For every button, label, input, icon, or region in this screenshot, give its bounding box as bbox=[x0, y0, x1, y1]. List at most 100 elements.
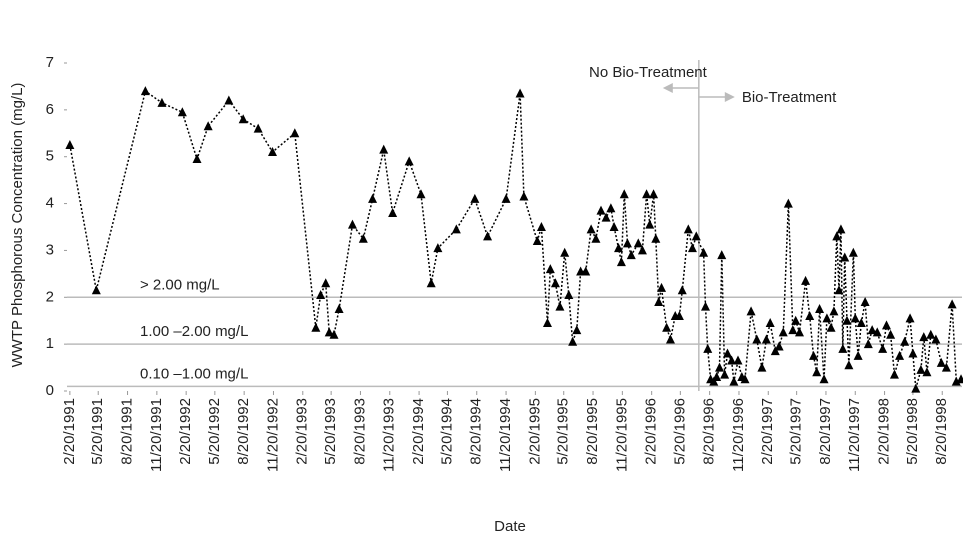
data-point bbox=[550, 278, 560, 288]
data-point bbox=[609, 222, 619, 231]
data-point bbox=[783, 198, 793, 208]
data-point bbox=[290, 128, 300, 138]
data-point bbox=[545, 264, 555, 274]
x-tick-label: 5/20/1991 bbox=[89, 398, 106, 465]
x-tick-label: 11/20/1993 bbox=[381, 398, 398, 472]
data-point bbox=[536, 222, 546, 231]
x-tick-label: 8/20/1991 bbox=[119, 398, 136, 465]
data-point bbox=[757, 362, 767, 372]
data-point bbox=[358, 233, 368, 243]
data-point bbox=[936, 357, 946, 367]
data-point bbox=[774, 341, 784, 351]
data-point bbox=[832, 231, 842, 241]
data-point bbox=[662, 322, 672, 332]
y-tick-label: 7 bbox=[46, 54, 54, 71]
data-point bbox=[829, 306, 839, 316]
data-point bbox=[770, 346, 780, 356]
data-point bbox=[717, 250, 727, 260]
data-point bbox=[572, 325, 582, 335]
data-point bbox=[665, 334, 675, 344]
data-point bbox=[850, 313, 860, 323]
x-tick-label: 2/20/1991 bbox=[61, 398, 78, 465]
y-tick-label: 3 bbox=[46, 241, 54, 258]
data-point bbox=[515, 88, 525, 98]
data-point bbox=[253, 123, 263, 133]
data-point bbox=[224, 95, 234, 105]
data-point bbox=[334, 304, 344, 313]
data-point bbox=[483, 231, 493, 241]
data-point bbox=[701, 301, 711, 311]
data-point bbox=[956, 374, 963, 384]
x-tick-label: 5/20/1992 bbox=[206, 398, 223, 465]
data-point bbox=[581, 266, 591, 276]
y-tick-label: 1 bbox=[46, 335, 54, 352]
x-tick-label: 5/20/1995 bbox=[555, 398, 572, 465]
data-point bbox=[791, 315, 801, 325]
data-point bbox=[388, 207, 398, 217]
y-tick-label: 2 bbox=[46, 288, 54, 305]
data-point bbox=[591, 233, 601, 243]
data-point bbox=[878, 343, 888, 353]
data-point bbox=[844, 360, 854, 370]
data-point bbox=[311, 322, 321, 332]
data-point bbox=[809, 350, 819, 360]
data-point bbox=[947, 299, 957, 309]
data-point bbox=[895, 350, 905, 360]
data-point bbox=[722, 348, 732, 358]
data-point bbox=[840, 252, 850, 262]
data-point bbox=[886, 329, 896, 339]
data-point bbox=[740, 374, 750, 384]
data-point bbox=[951, 376, 961, 386]
reference-label: > 2.00 mg/L bbox=[140, 276, 220, 293]
data-point bbox=[922, 367, 932, 377]
x-tick-label: 11/20/1997 bbox=[846, 398, 863, 472]
data-point bbox=[626, 250, 636, 260]
data-point bbox=[268, 147, 278, 157]
x-tick-label: 2/20/1998 bbox=[876, 398, 893, 465]
x-tick-label: 11/20/1991 bbox=[148, 398, 165, 472]
data-point bbox=[908, 348, 918, 358]
data-point bbox=[778, 327, 788, 337]
data-point bbox=[856, 318, 866, 328]
data-point bbox=[712, 371, 722, 381]
data-point bbox=[555, 301, 565, 311]
data-point bbox=[867, 325, 877, 335]
data-point bbox=[863, 339, 873, 349]
data-point bbox=[691, 231, 701, 241]
x-tick-label: 2/20/1995 bbox=[526, 398, 543, 465]
data-point bbox=[838, 343, 848, 353]
data-point bbox=[633, 238, 643, 248]
data-point bbox=[746, 306, 756, 316]
data-point bbox=[614, 243, 624, 253]
data-point bbox=[699, 247, 709, 257]
x-tick-label: 11/20/1996 bbox=[730, 398, 747, 472]
data-point bbox=[651, 233, 661, 243]
data-point bbox=[637, 245, 647, 255]
data-point bbox=[812, 367, 822, 377]
data-point bbox=[826, 322, 836, 332]
data-point bbox=[815, 304, 825, 313]
data-point bbox=[619, 189, 629, 199]
data-point bbox=[919, 332, 929, 342]
data-point bbox=[564, 289, 574, 299]
data-point bbox=[560, 247, 570, 257]
x-tick-label: 8/20/1995 bbox=[584, 398, 601, 465]
x-tick-label: 2/20/1997 bbox=[759, 398, 776, 465]
data-point bbox=[616, 257, 626, 267]
y-tick-label: 4 bbox=[46, 195, 54, 212]
data-point bbox=[805, 311, 815, 321]
data-point bbox=[203, 121, 213, 131]
data-point bbox=[657, 282, 667, 292]
x-tick-label: 11/20/1994 bbox=[497, 398, 514, 472]
data-point bbox=[379, 144, 389, 154]
data-point bbox=[703, 343, 713, 353]
data-point bbox=[801, 275, 811, 285]
x-tick-label: 11/20/1995 bbox=[613, 398, 630, 472]
data-point bbox=[752, 334, 762, 344]
x-tick-label: 8/20/1996 bbox=[701, 398, 718, 465]
data-point bbox=[836, 224, 846, 234]
data-point bbox=[842, 315, 852, 325]
y-tick-label: 0 bbox=[46, 382, 54, 399]
data-point bbox=[238, 114, 248, 124]
